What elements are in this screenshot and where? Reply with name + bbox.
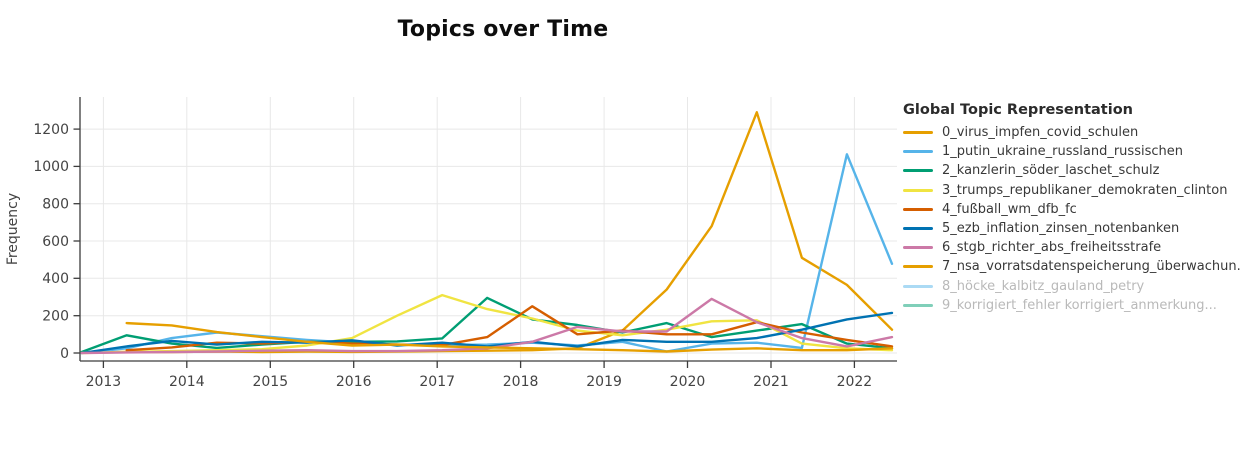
legend-item-label: 6_stgb_richter_abs_freiheitsstrafe bbox=[942, 240, 1162, 256]
x-tick-label-2015: 2015 bbox=[252, 374, 288, 390]
legend-item-label: 4_fußball_wm_dfb_fc bbox=[942, 201, 1077, 217]
series-line-3[interactable] bbox=[80, 293, 894, 355]
legend-swatch-icon bbox=[903, 246, 933, 250]
legend-item-label: 3_trumps_republikaner_demokraten_clinton bbox=[942, 182, 1228, 198]
legend-item-4[interactable]: 4_fußball_wm_dfb_fc bbox=[903, 200, 1248, 219]
legend: Global Topic Representation 0_virus_impf… bbox=[903, 102, 1248, 315]
legend-item-2[interactable]: 2_kanzlerin_söder_laschet_schulz bbox=[903, 161, 1248, 180]
series-lines bbox=[80, 111, 894, 355]
legend-item-7[interactable]: 7_nsa_vorratsdatenspeicherung_überwachun… bbox=[903, 257, 1248, 276]
x-tick-label-2013: 2013 bbox=[86, 374, 122, 390]
plot-area bbox=[80, 97, 897, 361]
chart-title: Topics over Time bbox=[397, 17, 609, 42]
legend-item-label: 1_putin_ukraine_russland_russischen bbox=[942, 144, 1183, 160]
legend-item-label: 7_nsa_vorratsdatenspeicherung_überwachun… bbox=[942, 259, 1241, 275]
legend-swatch-icon bbox=[903, 303, 933, 307]
legend-item-1[interactable]: 1_putin_ukraine_russland_russischen bbox=[903, 142, 1248, 161]
y-tick-label-1000: 1000 bbox=[33, 159, 69, 175]
x-tick-label-2017: 2017 bbox=[419, 374, 455, 390]
x-tick-label-2020: 2020 bbox=[670, 374, 706, 390]
legend-item-label: 2_kanzlerin_söder_laschet_schulz bbox=[942, 163, 1160, 179]
y-tick-label-800: 800 bbox=[42, 197, 69, 213]
legend-title: Global Topic Representation bbox=[903, 102, 1133, 118]
axes: 0 200 400 600 800 1000 1200 2013 2014 2015 2016 201… bbox=[33, 97, 897, 390]
x-tick-label-2016: 2016 bbox=[336, 374, 372, 390]
legend-item-0[interactable]: 0_virus_impfen_covid_schulen bbox=[903, 123, 1248, 142]
legend-item-6[interactable]: 6_stgb_richter_abs_freiheitsstrafe bbox=[903, 238, 1248, 257]
x-tick-label-2018: 2018 bbox=[503, 374, 539, 390]
legend-swatch-icon bbox=[903, 265, 933, 269]
legend-swatch-icon bbox=[903, 227, 933, 231]
x-tick-label-2021: 2021 bbox=[753, 374, 789, 390]
y-tick-label-400: 400 bbox=[42, 271, 69, 287]
legend-swatch-icon bbox=[903, 188, 933, 192]
legend-swatch-icon bbox=[903, 284, 933, 288]
legend-item-3[interactable]: 3_trumps_republikaner_demokraten_clinton bbox=[903, 181, 1248, 200]
legend-item-label: 0_virus_impfen_covid_schulen bbox=[942, 125, 1139, 141]
y-tick-label-0: 0 bbox=[60, 346, 69, 362]
y-tick-label-200: 200 bbox=[42, 309, 69, 325]
series-line-7[interactable] bbox=[125, 321, 894, 353]
legend-swatch-icon bbox=[903, 131, 933, 135]
y-tick-label-1200: 1200 bbox=[33, 122, 69, 138]
x-tick-label-2014: 2014 bbox=[169, 374, 205, 390]
legend-item-label: 5_ezb_inflation_zinsen_notenbanken bbox=[942, 221, 1180, 237]
legend-item-8[interactable]: 8_höcke_kalbitz_gauland_petry bbox=[903, 277, 1248, 296]
legend-item-5[interactable]: 5_ezb_inflation_zinsen_notenbanken bbox=[903, 219, 1248, 238]
legend-item-label: 9_korrigiert_fehler korrigiert_anmerkung… bbox=[942, 297, 1217, 313]
legend-item-9[interactable]: 9_korrigiert_fehler korrigiert_anmerkung… bbox=[903, 296, 1248, 315]
legend-item-label: 8_höcke_kalbitz_gauland_petry bbox=[942, 278, 1145, 294]
series-line-2[interactable] bbox=[80, 296, 894, 354]
x-tick-label-2022: 2022 bbox=[837, 374, 873, 390]
y-tick-label-600: 600 bbox=[42, 234, 69, 250]
x-tick-label-2019: 2019 bbox=[586, 374, 622, 390]
legend-swatch-icon bbox=[903, 150, 933, 154]
legend-swatch-icon bbox=[903, 169, 933, 173]
legend-items: 0_virus_impfen_covid_schulen 1_putin_ukra… bbox=[903, 123, 1248, 315]
legend-swatch-icon bbox=[903, 207, 933, 211]
